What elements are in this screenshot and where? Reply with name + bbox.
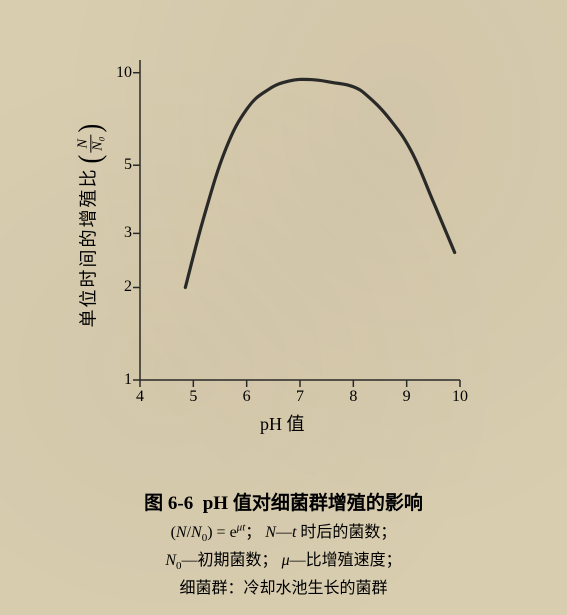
y-tick-label: 2: [108, 278, 132, 296]
eq-dash1: —: [276, 524, 292, 541]
x-tick-label: 4: [130, 388, 150, 406]
y-tick-label: 1: [108, 371, 132, 389]
caption-note-line: 细菌群：冷却水池生长的菌群: [0, 574, 567, 598]
chart-area: [100, 40, 480, 420]
caption-definitions-line: N0—初期菌数； μ—比增殖速度；: [0, 546, 567, 572]
x-tick-label: 9: [397, 388, 417, 406]
paren-left: (: [73, 155, 109, 164]
eq-tail1: 时后的菌数；: [296, 524, 396, 541]
x-tick-label: 6: [237, 388, 257, 406]
paren-right: ): [73, 124, 109, 133]
y-tick-label: 10: [108, 64, 132, 82]
x-axis-label: pH 值: [260, 410, 305, 436]
def-mu-text: —比增殖速度；: [290, 552, 402, 569]
y-axis-label: 单位时间的增殖比 ( N N₀ ): [74, 96, 105, 356]
page: 1 2 3 5 10 4 5 6 7 8 9 10 单位时间的增殖比 ( N N₀ ) pH 值 图…: [0, 0, 567, 615]
eq-eqe: = e: [213, 524, 237, 541]
figure-title: 图 6-6 pH 值对细菌群增殖的影响: [0, 488, 567, 515]
x-tick-label: 8: [343, 388, 363, 406]
y-axis-label-text: 单位时间的增殖比: [78, 167, 98, 327]
def-mu: μ: [282, 552, 290, 569]
y-tick-label: 5: [108, 156, 132, 174]
eq-N2: N: [265, 524, 276, 541]
y-tick-label: 3: [108, 224, 132, 242]
def-N0N: N: [165, 552, 176, 569]
def-N0-text: —初期菌数；: [182, 552, 278, 569]
eq-N0N: N: [191, 524, 202, 541]
x-tick-label: 5: [183, 388, 203, 406]
eq-sep: ；: [245, 524, 261, 541]
y-axis-label-fraction: N N₀: [76, 135, 105, 153]
eq-N: N: [176, 524, 187, 541]
x-tick-label: 7: [290, 388, 310, 406]
figure-number: 图 6-6: [144, 493, 193, 514]
chart-svg: [100, 40, 480, 420]
figure-title-text: pH 值对细菌群增殖的影响: [203, 493, 423, 514]
caption-equation-line: (N/N0) = eμt； N—t 时后的菌数；: [0, 518, 567, 544]
eq-exp: μt: [237, 522, 246, 534]
frac-num: N: [76, 137, 90, 150]
frac-den: N₀: [90, 135, 105, 153]
x-tick-label: 10: [450, 388, 470, 406]
